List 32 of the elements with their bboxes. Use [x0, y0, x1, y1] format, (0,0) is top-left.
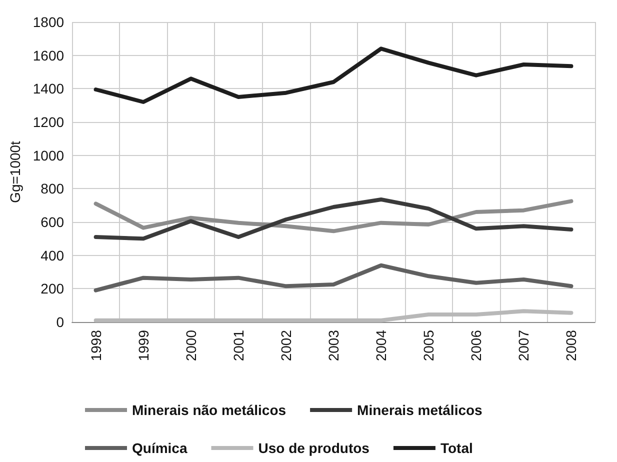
x-tick-label: 2001: [230, 330, 246, 362]
x-tick-label: 2003: [326, 330, 342, 362]
legend-label: Minerais não metálicos: [132, 402, 286, 418]
y-tick-label: 600: [40, 214, 64, 230]
legend-label: Química: [132, 440, 188, 456]
line-series: [94, 198, 574, 241]
legend-label: Uso de produtos: [258, 440, 370, 456]
y-tick-label: 1600: [32, 47, 64, 64]
line-series: [94, 263, 574, 292]
x-tick-label: 2008: [563, 330, 580, 362]
x-tick-label: 2007: [516, 330, 532, 362]
legend-label: Minerais metálicos: [357, 402, 483, 418]
y-tick-label: 1400: [32, 80, 64, 97]
legend-label: Total: [440, 440, 473, 456]
x-tick-label: 2000: [182, 330, 199, 362]
x-tick-label: 1998: [88, 330, 104, 362]
y-axis-title: Gg=1000t: [7, 140, 23, 203]
y-tick-label: 800: [40, 180, 64, 197]
y-tick-label: 200: [40, 280, 64, 297]
x-tick-label: 1999: [135, 330, 152, 362]
line-series: [94, 199, 574, 234]
y-tick-label: 0: [56, 314, 64, 330]
x-tick-label: 2004: [373, 330, 390, 362]
line-series: [94, 309, 574, 322]
y-tick-label: 1800: [32, 14, 64, 30]
y-tick-label: 400: [40, 247, 64, 264]
x-tick-label: 2005: [420, 330, 437, 362]
line-series: [94, 46, 574, 104]
y-tick-label: 1000: [32, 147, 64, 164]
x-tick-label: 2006: [468, 330, 484, 362]
x-tick-label: 2002: [278, 330, 294, 362]
y-tick-label: 1200: [32, 114, 64, 130]
